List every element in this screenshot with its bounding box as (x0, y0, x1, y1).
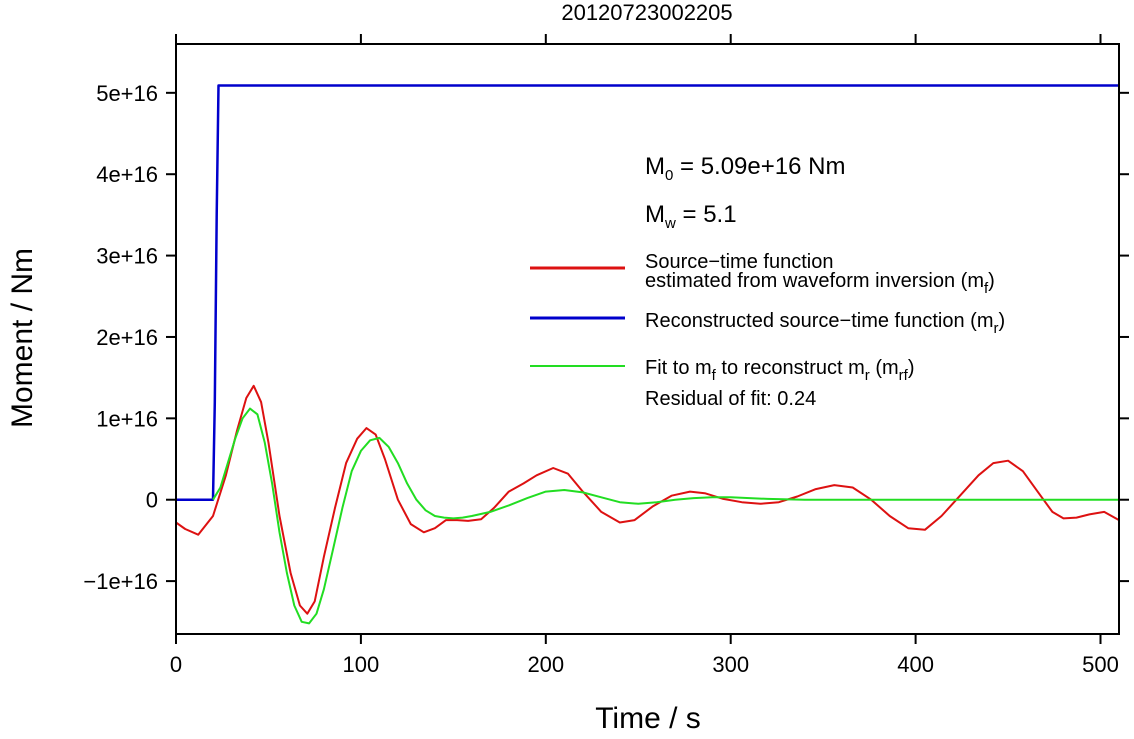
moment-magnitude-label: Mw = 5.1 (645, 201, 737, 232)
x-axis-title: Time / s (595, 702, 701, 734)
y-tick-label: 5e+16 (96, 81, 158, 106)
y-axis-title: Moment / Nm (6, 248, 39, 428)
series-layer (175, 84, 1120, 625)
x-tick-label: 400 (897, 652, 934, 677)
series-line-1 (175, 384, 1120, 615)
y-tick-label: 1e+16 (96, 406, 158, 431)
y-tick-label: 2e+16 (96, 325, 158, 350)
legend-label-2: Fit to mf to reconstruct mr (mrf) (645, 357, 915, 384)
chart-title: 20120723002205 (561, 0, 732, 25)
x-tick-label: 500 (1082, 652, 1119, 677)
y-tick-label: 0 (146, 488, 158, 513)
x-tick-label: 300 (712, 652, 749, 677)
legend-label-1: Reconstructed source−time function (mr) (645, 310, 1005, 337)
plot-frame (175, 43, 1120, 635)
legend-label-0: Source−time function (645, 251, 833, 273)
legend-label-0: estimated from waveform inversion (mf) (645, 270, 995, 297)
x-tick-label: 200 (527, 652, 564, 677)
y-tick-label: 3e+16 (96, 244, 158, 269)
axes-layer: 0 100 200 300 400 500 −1e+16 0 1e+16 2e+16 3e+16 4e… (83, 34, 1129, 677)
y-tick-label: 4e+16 (96, 162, 158, 187)
y-tick-label: −1e+16 (83, 569, 158, 594)
seismic-moment-label: M0 = 5.09e+16 Nm (645, 153, 845, 184)
series-line-0 (176, 84, 1119, 501)
residual-label: Residual of fit: 0.24 (645, 388, 816, 410)
series-line-2 (212, 407, 1119, 625)
annotation-layer: M0 = 5.09e+16 Nm Mw = 5.1 Residual of fit:… (645, 153, 845, 410)
x-tick-label: 100 (343, 652, 380, 677)
x-tick-label: 0 (170, 652, 182, 677)
